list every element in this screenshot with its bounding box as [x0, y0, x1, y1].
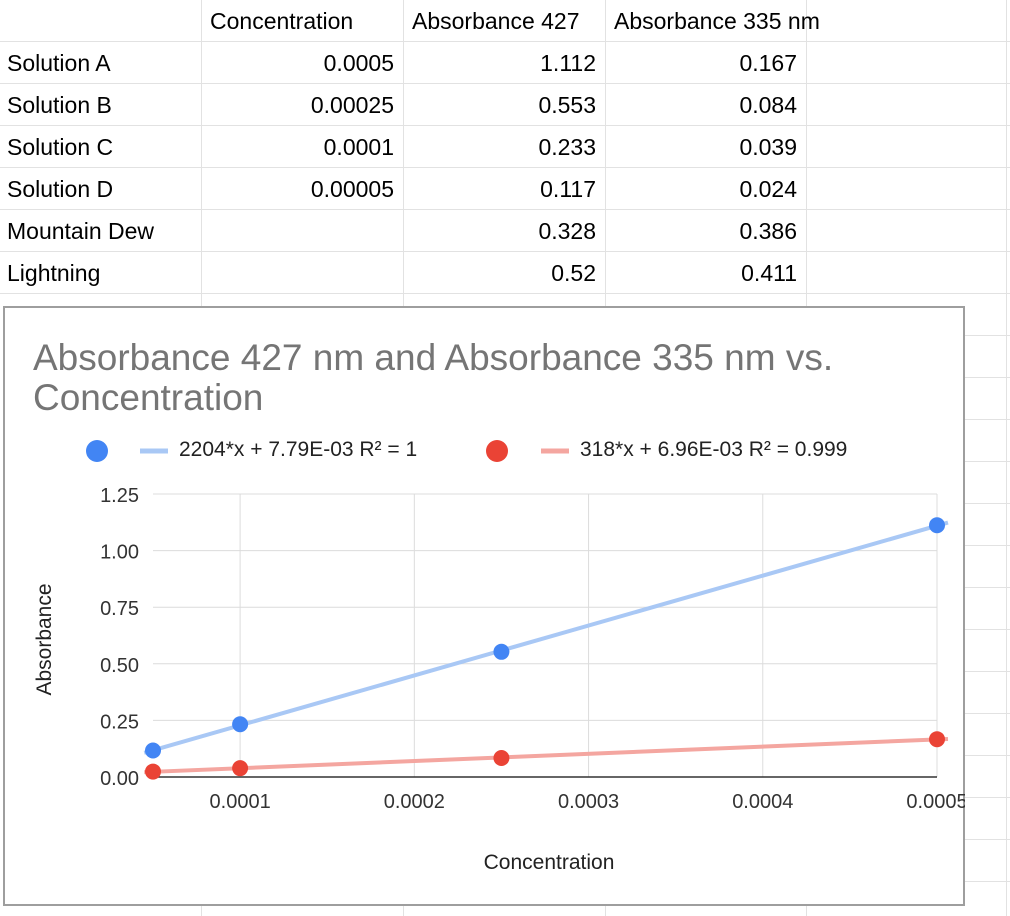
cell-abs335[interactable]: 0.024	[739, 176, 797, 202]
chart-title-line-1: Absorbance 427 nm and Absorbance 335 nm …	[33, 337, 834, 378]
cell-abs427[interactable]: 0.553	[538, 92, 596, 118]
cell-abs335[interactable]: 0.167	[739, 50, 797, 76]
cell-abs335[interactable]: 0.411	[741, 260, 797, 286]
embedded-chart[interactable]: Absorbance 427 nm and Absorbance 335 nm …	[3, 306, 965, 906]
cell-concentration[interactable]	[202, 252, 403, 294]
data-point-series-1	[232, 716, 249, 733]
row-label-lightning[interactable]: Lightning	[7, 260, 101, 286]
row-label-solution-b[interactable]: Solution B	[7, 92, 112, 118]
legend-marker-series-2	[486, 440, 508, 462]
data-point-series-2	[493, 749, 510, 766]
legend-label-series-2: 318*x + 6.96E-03 R² = 0.999	[580, 438, 848, 461]
y-axis-title: Absorbance	[33, 583, 56, 695]
cell-abs427[interactable]: 0.233	[538, 134, 596, 160]
cell-concentration[interactable]: 0.00005	[310, 176, 394, 202]
data-point-series-1	[145, 742, 161, 759]
x-axis-title: Concentration	[484, 851, 615, 874]
y-tick-label: 0.75	[100, 598, 139, 620]
chart-title-line-2: Concentration	[33, 377, 264, 418]
data-point-series-2	[145, 763, 161, 780]
scatter-plot: 0.00 0.25 0.50 0.75 1.00 1.25 0.0001 0.0002 0.00…	[33, 440, 965, 874]
row-label-solution-a[interactable]: Solution A	[7, 50, 111, 76]
data-point-series-1	[493, 643, 510, 660]
data-point-series-1	[929, 517, 945, 534]
y-tick-label: 0.00	[100, 768, 139, 790]
cell-concentration[interactable]: 0.0001	[323, 134, 394, 160]
cell-abs427[interactable]: 0.52	[551, 260, 596, 286]
x-tick-label: 0.0004	[732, 791, 793, 813]
x-tick-label: 0.0002	[384, 791, 445, 813]
cell-concentration[interactable]: 0.0005	[323, 50, 394, 76]
cell-abs427[interactable]: 0.328	[538, 218, 596, 244]
x-tick-label: 0.0003	[558, 791, 619, 813]
row-label-mountain-dew[interactable]: Mountain Dew	[7, 218, 155, 244]
y-tick-label: 1.25	[100, 485, 139, 507]
y-tick-label: 0.50	[100, 655, 139, 677]
data-point-series-2	[929, 731, 945, 748]
row-label-solution-d[interactable]: Solution D	[7, 176, 114, 202]
header-absorbance-335[interactable]: Absorbance 335 nm	[614, 8, 820, 34]
header-absorbance-427[interactable]: Absorbance 427	[412, 8, 580, 34]
cell-abs335[interactable]: 0.039	[739, 134, 797, 160]
trendline-series-1	[143, 520, 949, 755]
legend-label-series-1: 2204*x + 7.79E-03 R² = 1	[179, 438, 418, 461]
cell-abs427[interactable]: 0.117	[540, 176, 596, 202]
cell-abs335[interactable]: 0.386	[739, 218, 797, 244]
cell-concentration[interactable]	[202, 210, 403, 252]
data-point-series-2	[232, 760, 249, 777]
header-concentration[interactable]: Concentration	[210, 8, 354, 34]
y-tick-label: 0.25	[100, 711, 139, 733]
row-label-solution-c[interactable]: Solution C	[7, 134, 114, 160]
cell-concentration[interactable]: 0.00025	[310, 92, 394, 118]
trendline-series-2	[144, 736, 949, 775]
x-tick-label: 0.0005	[906, 791, 965, 813]
y-tick-label: 1.00	[100, 542, 139, 564]
cell-abs427[interactable]: 1.112	[540, 50, 596, 76]
x-tick-label: 0.0001	[210, 791, 271, 813]
cell-abs335[interactable]: 0.084	[739, 92, 797, 118]
legend-marker-series-1	[86, 440, 108, 462]
